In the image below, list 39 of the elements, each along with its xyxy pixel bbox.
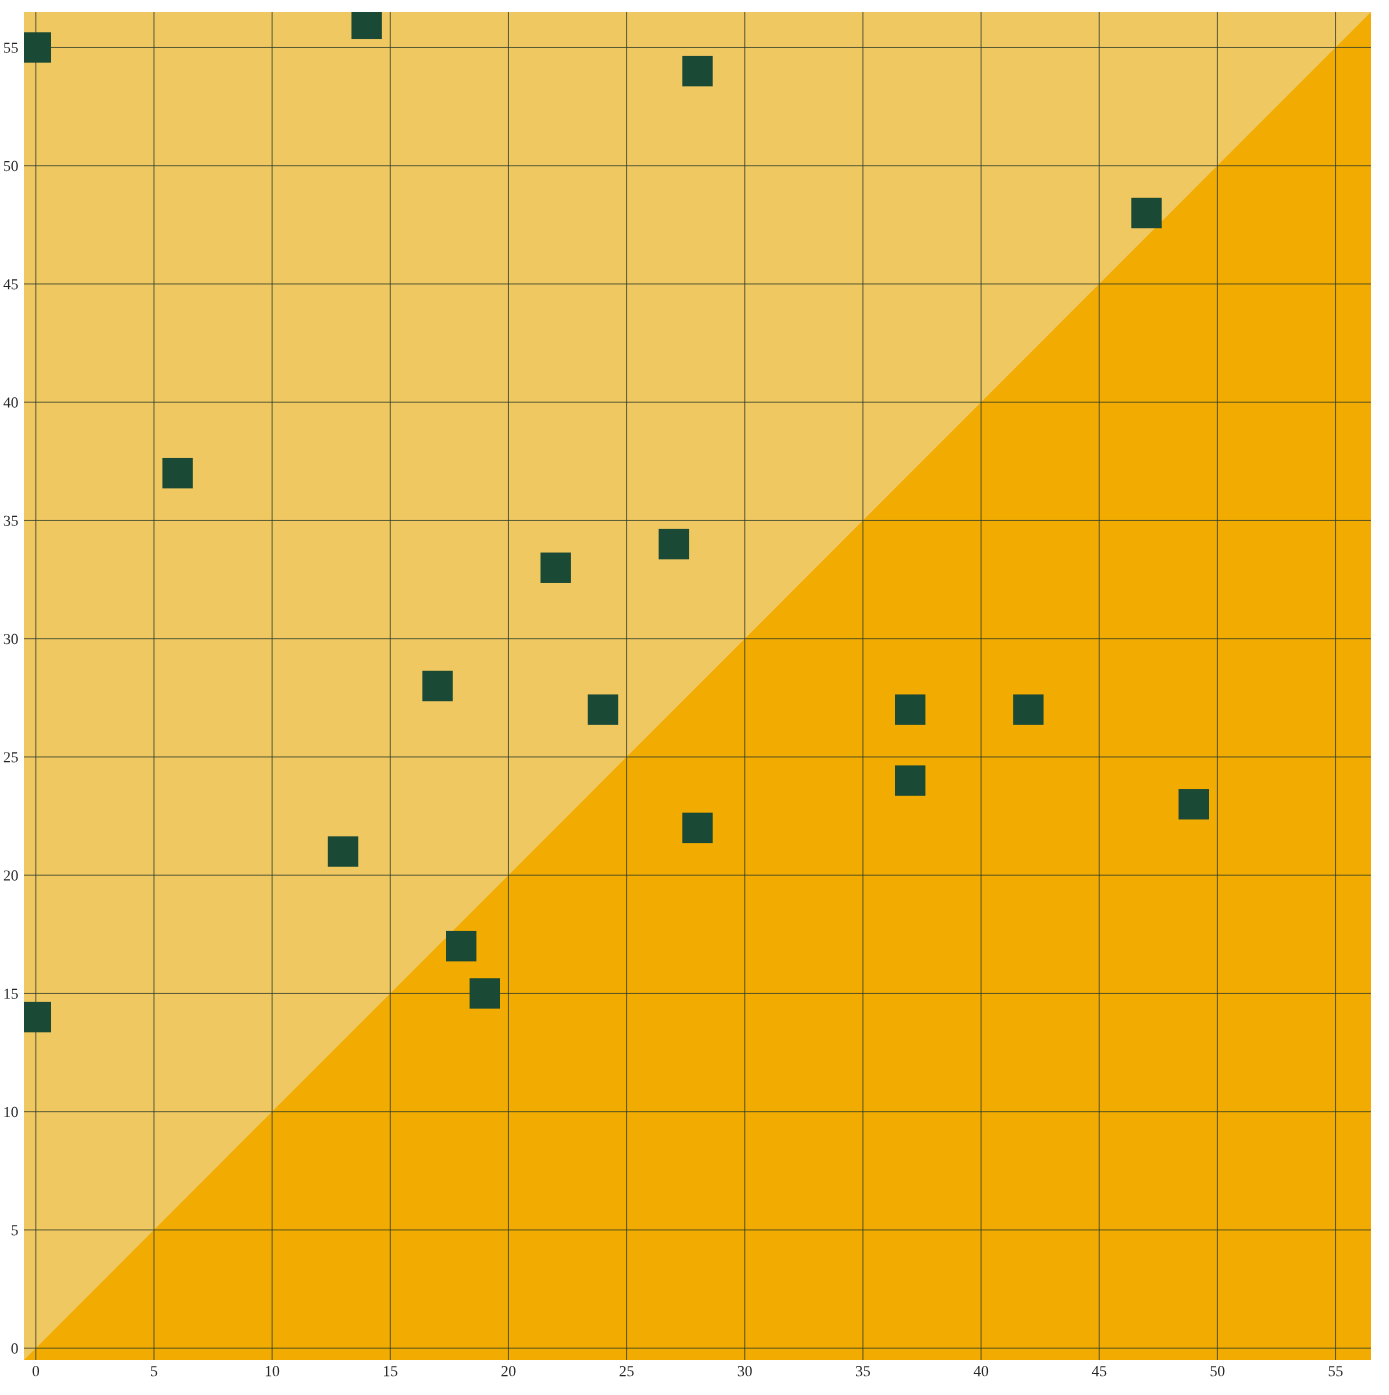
y-tick-label: 25 [3, 752, 18, 763]
x-tick-label: 55 [1328, 1366, 1343, 1377]
point [1013, 694, 1044, 725]
point [682, 812, 713, 844]
point [658, 528, 690, 560]
point [540, 552, 571, 583]
point [1178, 789, 1209, 820]
x-tick-label: 10 [265, 1366, 280, 1377]
x-tick-label: 25 [619, 1366, 634, 1377]
point [445, 930, 477, 962]
y-tick-label: 55 [4, 42, 18, 53]
x-tick-label: 45 [1091, 1366, 1107, 1377]
point [327, 836, 359, 867]
y-tick-label: 50 [4, 160, 18, 172]
x-tick-label: 40 [973, 1366, 989, 1377]
y-tick-label: 10 [4, 1106, 18, 1118]
y-tick-label: 30 [3, 633, 18, 645]
point [422, 670, 453, 702]
point [894, 765, 926, 796]
x-tick-label: 15 [383, 1366, 398, 1377]
point [1131, 197, 1162, 229]
y-tick-label: 40 [3, 397, 18, 408]
point [894, 694, 926, 725]
y-tick-label: 5 [11, 1225, 18, 1236]
y-tick-label: 15 [4, 988, 18, 999]
y-tick-label: 45 [3, 279, 18, 290]
point [162, 457, 193, 489]
x-tick-label: 20 [501, 1366, 516, 1377]
y-tick-label: 0 [11, 1343, 18, 1354]
point [587, 694, 619, 725]
y-tick-label: 20 [3, 870, 18, 881]
point [682, 55, 713, 87]
point [469, 978, 501, 1009]
x-tick-label: 0 [32, 1366, 40, 1377]
x-tick-label: 5 [151, 1366, 158, 1377]
y-tick-label: 35 [3, 515, 18, 526]
x-tick-label: 35 [856, 1366, 870, 1377]
x-tick-label: 30 [737, 1366, 752, 1377]
x-tick-label: 50 [1210, 1366, 1225, 1377]
